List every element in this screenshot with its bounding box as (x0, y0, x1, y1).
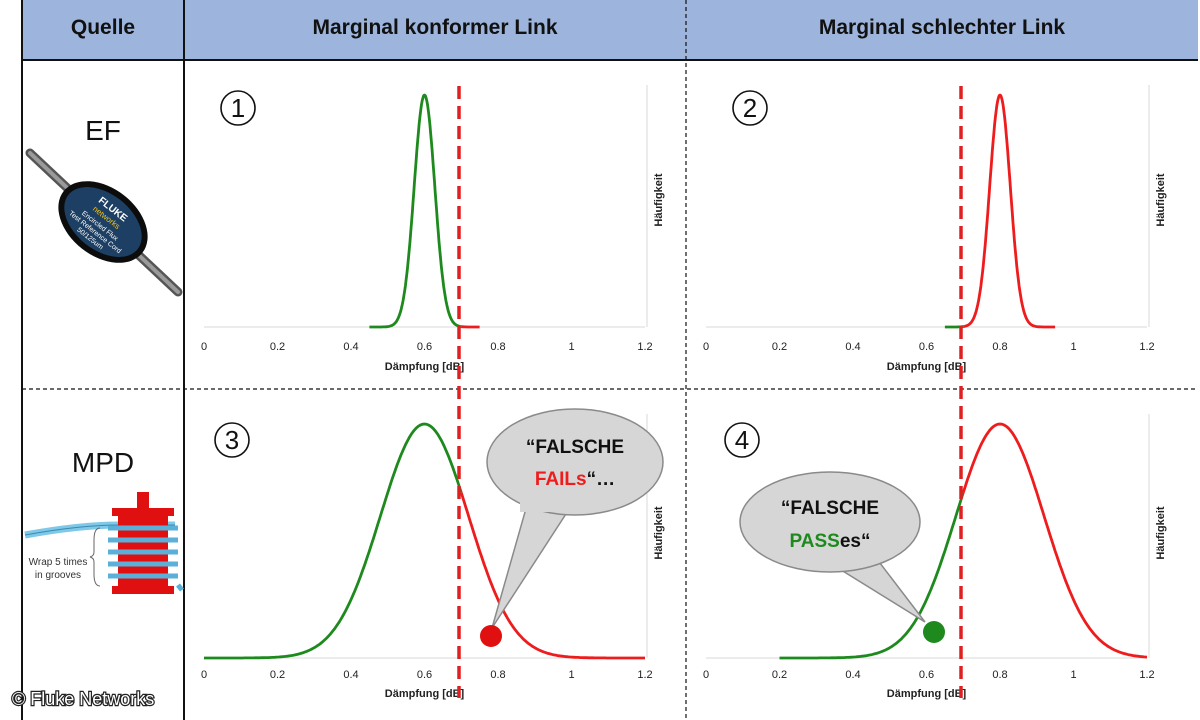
fail-dot (480, 625, 502, 647)
row-label-ef: EF (85, 115, 121, 146)
x-tick-label: 0.4 (845, 341, 860, 353)
x-axis-label: Dämpfung [dB] (385, 361, 465, 373)
header-source: Quelle (71, 16, 135, 39)
false-fails-tail: “… (587, 469, 616, 490)
header-conform-link: Marginal konformer Link (312, 16, 557, 39)
x-axis-label: Dämpfung [dB] (887, 361, 967, 373)
x-tick-label: 1 (1070, 341, 1076, 353)
x-tick-label: 0.2 (270, 341, 285, 353)
x-tick-label: 1 (568, 669, 574, 681)
x-tick-label: 0 (201, 669, 207, 681)
x-tick-label: 0.2 (772, 669, 787, 681)
x-tick-label: 0 (703, 341, 709, 353)
y-axis-label: Häufigkeit (1155, 173, 1167, 227)
x-tick-label: 0.4 (343, 341, 358, 353)
panel-number-circle (214, 422, 250, 458)
x-tick-label: 0.8 (490, 669, 505, 681)
x-tick-label: 0.8 (992, 669, 1007, 681)
x-tick-label: 0.4 (343, 669, 358, 681)
chart-panel-3: 0 0.2 0.4 0.6 0.8 1 1.2 Dämpfung [dB] Häufigkeit… (201, 414, 665, 700)
x-tick-label: 0.8 (992, 341, 1007, 353)
x-tick-label: 1 (1070, 669, 1076, 681)
series-curve-red (459, 492, 645, 660)
y-axis-label: Häufigkeit (653, 506, 665, 560)
series-curve-green (204, 422, 463, 660)
panel-number: 2 (743, 93, 757, 123)
mpd-wrap-text-2: in grooves (35, 570, 81, 581)
series-curve-green (368, 93, 462, 329)
mpd-wrap-text-1: Wrap 5 times (29, 557, 88, 568)
false-fails-highlight: FAILs (535, 469, 587, 490)
chart-panel-2: 0 0.2 0.4 0.6 0.8 1 1.2 Dämpfung [dB] Häufigkeit… (703, 85, 1167, 373)
series-curve-red (962, 93, 1056, 329)
x-tick-label: 1.2 (637, 341, 652, 353)
header-bad-link: Marginal schlechter Link (819, 16, 1066, 39)
x-tick-label: 0.2 (270, 669, 285, 681)
panel-number: 3 (225, 425, 239, 455)
panel-number-circle (732, 90, 768, 126)
ef-test-cord-image: FLUKE networks Encircled Flux Test Refer… (25, 148, 183, 297)
x-tick-label: 1.2 (637, 669, 652, 681)
x-axis-label: Dämpfung [dB] (385, 688, 465, 700)
y-axis-label: Häufigkeit (653, 173, 665, 227)
panel-number-circle (220, 90, 256, 126)
series-curve-green (779, 492, 965, 660)
false-fails-line1: “FALSCHE (526, 437, 624, 458)
x-tick-label: 0.6 (417, 669, 432, 681)
pass-dot (923, 621, 945, 643)
x-tick-label: 0.6 (417, 341, 432, 353)
y-axis-label: Häufigkeit (1155, 506, 1167, 560)
false-passes-line1: “FALSCHE (781, 498, 879, 519)
row-label-mpd: MPD (72, 447, 134, 478)
panel-number: 1 (231, 93, 245, 123)
x-tick-label: 0 (703, 669, 709, 681)
false-fails-callout: “FALSCHE FAILs“… (486, 408, 664, 629)
panel-number: 4 (735, 425, 749, 455)
x-tick-label: 1.2 (1139, 341, 1154, 353)
x-tick-label: 0 (201, 341, 207, 353)
x-tick-label: 1.2 (1139, 669, 1154, 681)
chart-panel-1: 0 0.2 0.4 0.6 0.8 1 1.2 Dämpfung [dB] Häufigkeit… (201, 85, 665, 373)
false-passes-callout: “FALSCHE PASSes“ (739, 471, 926, 623)
false-passes-highlight: PASS (790, 531, 840, 552)
x-tick-label: 0.6 (919, 341, 934, 353)
mpd-mandrel-image: Wrap 5 times in grooves (24, 492, 184, 594)
x-axis-label: Dämpfung [dB] (887, 688, 967, 700)
x-tick-label: 0.6 (919, 669, 934, 681)
header-band (22, 0, 1198, 60)
chart-panel-4: 0 0.2 0.4 0.6 0.8 1 1.2 Dämpfung [dB] Häufigkeit… (703, 414, 1167, 700)
false-passes-tail: es“ (840, 531, 871, 552)
x-tick-label: 0.4 (845, 669, 860, 681)
series-curve-red (961, 422, 1148, 659)
svg-text:PASSes“: PASSes“ (790, 531, 871, 552)
svg-text:FAILs“…: FAILs“… (535, 469, 615, 490)
x-tick-label: 1 (568, 341, 574, 353)
x-tick-label: 0.2 (772, 341, 787, 353)
panel-number-circle (724, 422, 760, 458)
x-tick-label: 0.8 (490, 341, 505, 353)
copyright-credit: © Fluke Networks (12, 689, 154, 709)
